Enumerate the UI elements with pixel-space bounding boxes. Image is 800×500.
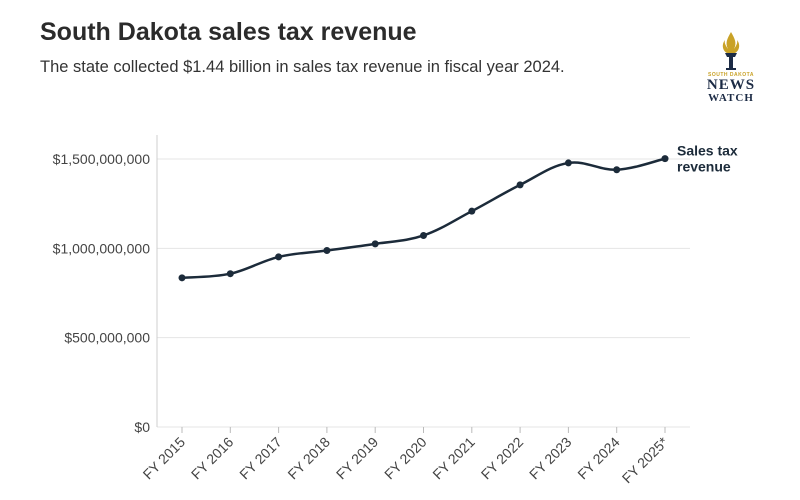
logo-small-text: SOUTH DAKOTA <box>708 72 754 78</box>
x-tick-label: FY 2025* <box>619 433 672 486</box>
logo-watch-text: WATCH <box>708 92 754 104</box>
grid-layer <box>157 158 690 428</box>
series-line <box>181 157 666 280</box>
y-tick-label: $0 <box>134 419 150 435</box>
data-point <box>516 181 524 189</box>
x-tick-label: FY 2019 <box>333 434 382 483</box>
label-layer: Sales tax revenue <box>677 143 738 175</box>
logo-news-text: NEWS <box>706 77 756 93</box>
data-point <box>613 166 621 174</box>
series-label: Sales tax revenue <box>677 143 738 175</box>
data-point <box>275 253 283 261</box>
x-tick-label: FY 2016 <box>188 434 237 483</box>
x-tick-label: FY 2015 <box>140 434 189 483</box>
data-point <box>420 231 427 239</box>
x-tick-label: FY 2017 <box>236 434 285 483</box>
data-point <box>178 274 186 282</box>
y-tick-label: $1,500,000,000 <box>53 151 151 167</box>
x-tick-label: FY 2023 <box>526 434 575 483</box>
data-point <box>226 270 234 278</box>
x-tick-label: FY 2020 <box>381 434 430 483</box>
x-tick-label: FY 2024 <box>574 434 623 483</box>
data-point <box>323 246 331 254</box>
line-layer <box>181 157 666 280</box>
data-point <box>468 207 476 215</box>
y-tick-label: $1,000,000,000 <box>53 240 151 256</box>
torch-icon <box>722 32 740 70</box>
data-point <box>661 155 669 163</box>
x-tick-label: FY 2021 <box>429 434 478 483</box>
point-layer <box>178 155 669 282</box>
chart-title: South Dakota sales tax revenue <box>40 18 417 46</box>
x-tick-label: FY 2018 <box>284 434 333 483</box>
data-point <box>564 159 572 167</box>
axis-layer: $0 $500,000,000 $1,000,000,000 $1,500,000,0… <box>53 135 672 486</box>
data-point <box>371 240 379 248</box>
news-watch-logo: SOUTH DAKOTA NEWS WATCH <box>700 30 762 104</box>
chart-subtitle: The state collected $1.44 billion in sal… <box>40 58 565 76</box>
y-tick-label: $500,000,000 <box>64 330 150 346</box>
x-tick-label: FY 2022 <box>478 434 527 483</box>
